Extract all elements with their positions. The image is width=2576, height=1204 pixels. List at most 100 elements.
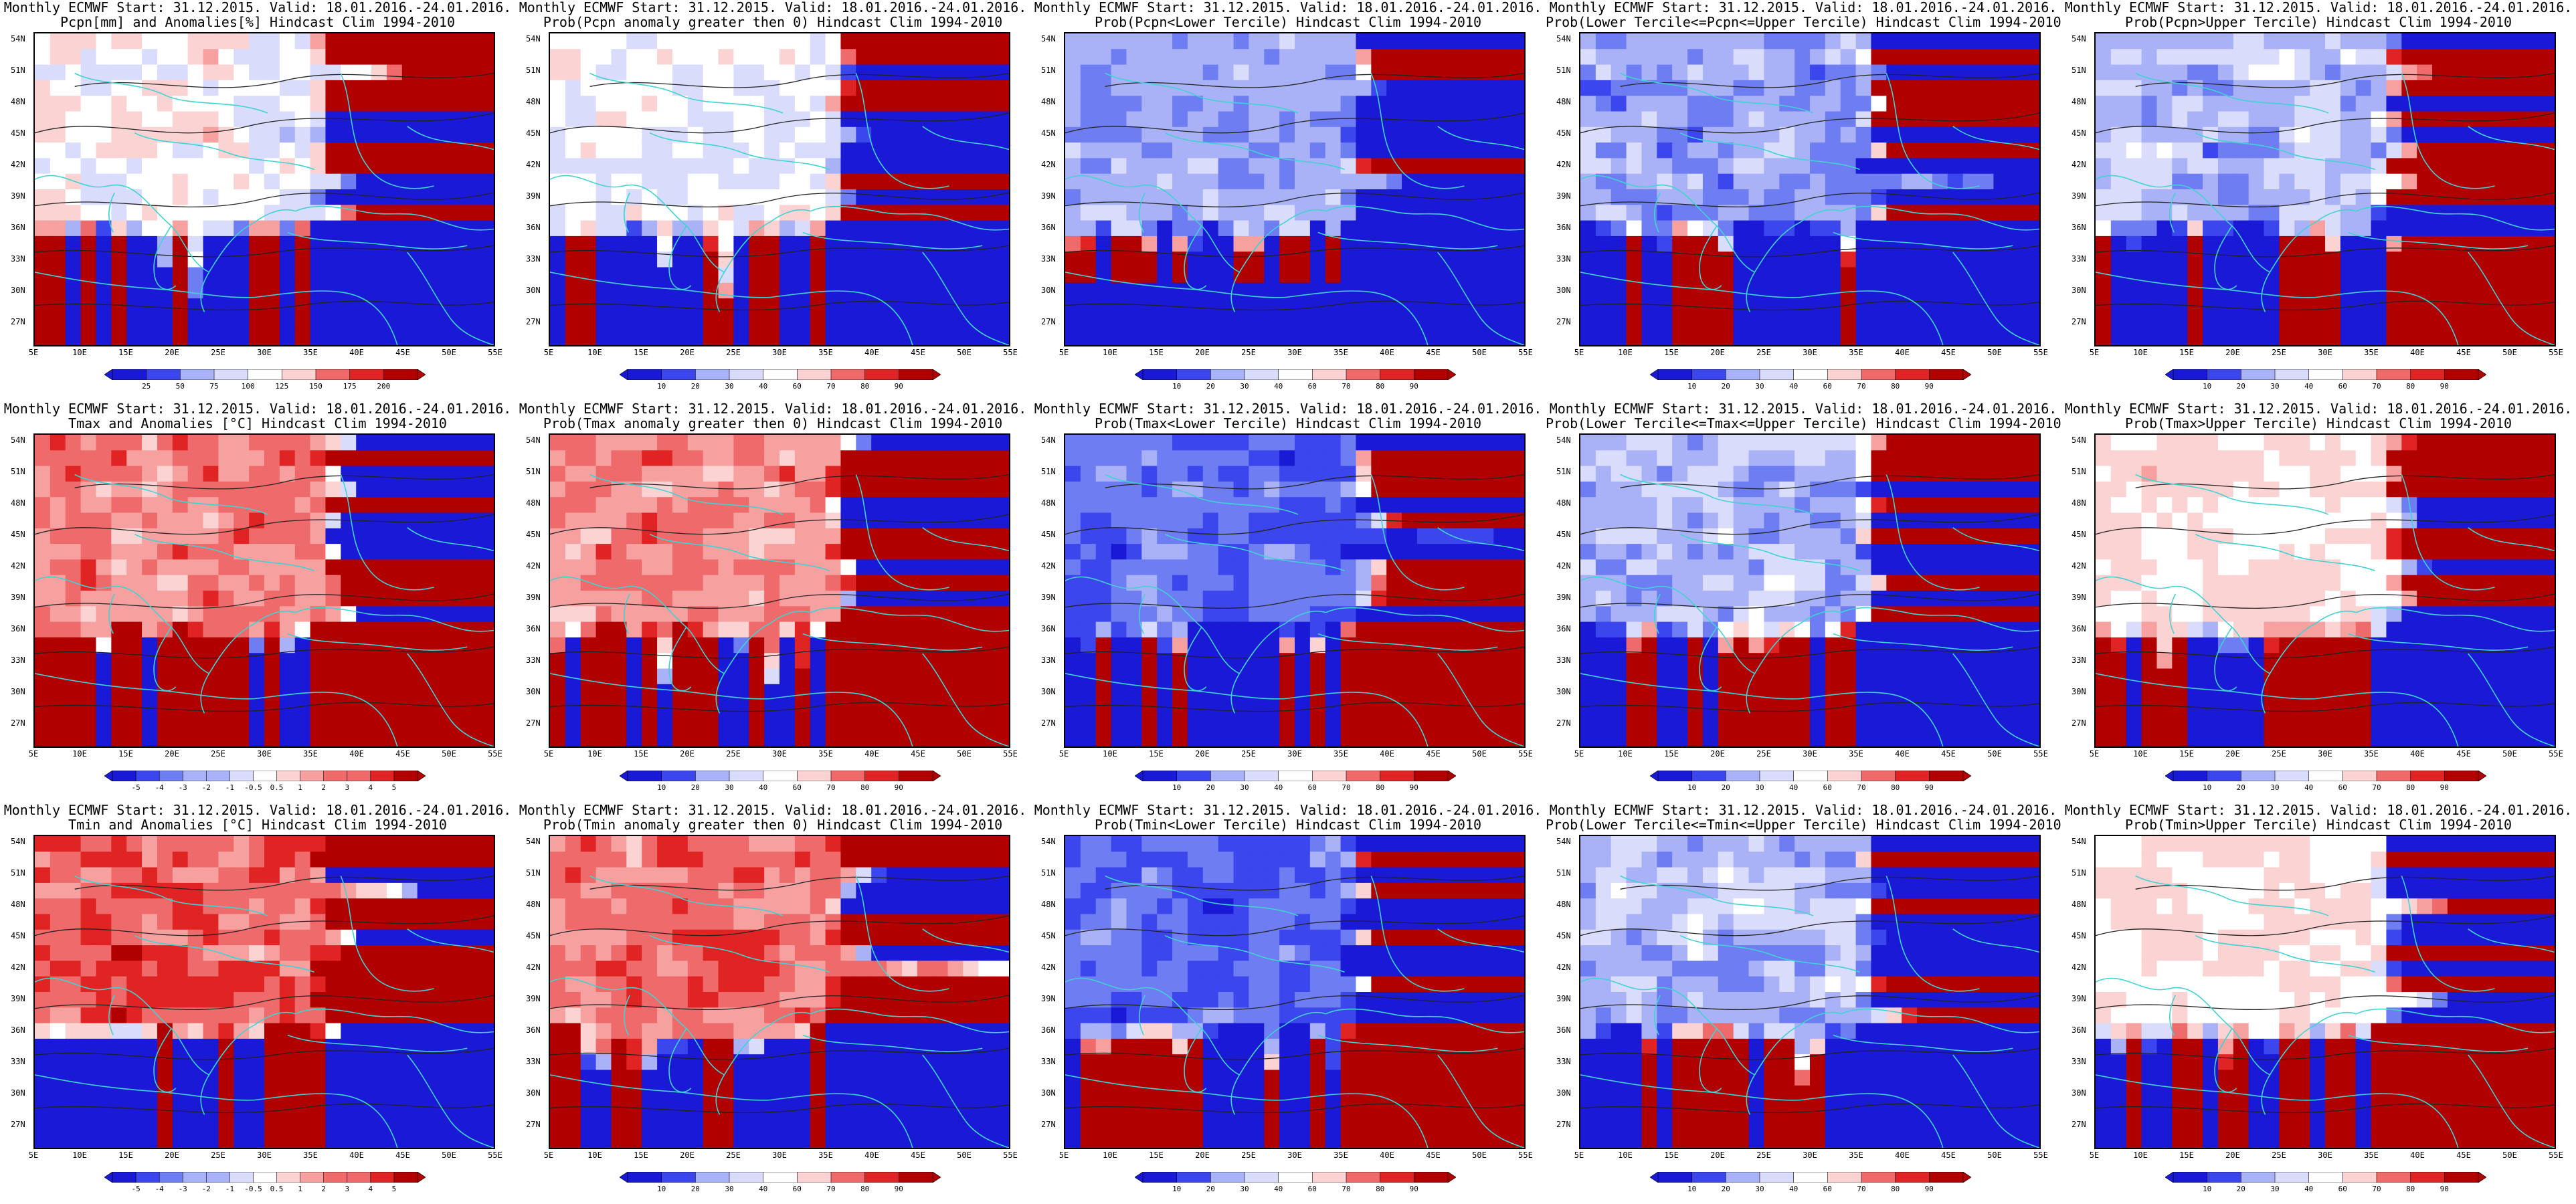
lat-label: 30N [2072, 286, 2086, 295]
lon-label: 20E [1195, 348, 1210, 357]
lat-label: 42N [2072, 160, 2086, 169]
lon-label: 20E [1710, 1150, 1725, 1160]
lat-label: 54N [11, 837, 25, 846]
colorbar-tick-label: 2 [321, 1185, 326, 1193]
lat-label: 48N [526, 97, 541, 106]
colorbar-tick-label: 4 [368, 783, 373, 792]
colorbar-tick-label: 30 [725, 783, 734, 792]
colorbar-tick-label: 90 [894, 382, 903, 391]
colorbar-tick-label: 80 [2406, 382, 2415, 391]
lon-label: 5E [2089, 348, 2100, 357]
lon-label: 20E [2225, 749, 2240, 759]
colorbar-tick-label: 70 [826, 783, 836, 792]
colorbar-tick-label: 40 [2304, 1185, 2314, 1193]
lat-label: 48N [1556, 97, 1571, 106]
colorbar [620, 1172, 941, 1183]
lat-label: 30N [1041, 286, 1056, 295]
lon-label: 15E [118, 1150, 133, 1160]
colorbar [620, 771, 941, 781]
lat-label: 30N [1556, 1088, 1571, 1098]
panel-title-line1: Monthly ECMWF Start: 31.12.2015. Valid: … [2064, 401, 2573, 417]
colorbar-tick-label: 80 [860, 382, 870, 391]
colorbar-tick-label: 90 [2440, 783, 2449, 792]
lon-label: 5E [1059, 348, 1069, 357]
lat-label: 45N [1556, 128, 1571, 138]
lon-label: 25E [2272, 1150, 2286, 1160]
lon-label: 35E [303, 1150, 318, 1160]
lon-label: 55E [1518, 1150, 1533, 1160]
lon-label: 50E [957, 749, 972, 759]
lon-label: 25E [726, 1150, 741, 1160]
lon-label: 5E [2089, 749, 2100, 759]
lat-label: 42N [1556, 963, 1571, 972]
lon-label: 40E [349, 1150, 364, 1160]
colorbar-tick-label: -5 [131, 1185, 141, 1193]
lon-label: 35E [2364, 1150, 2379, 1160]
lon-label: 35E [1849, 1150, 1863, 1160]
lat-label: 45N [1041, 530, 1056, 539]
panel-title-line1: Monthly ECMWF Start: 31.12.2015. Valid: … [3, 0, 512, 15]
lon-label: 45E [395, 1150, 410, 1160]
lon-label: 25E [2272, 749, 2286, 759]
lon-label: 50E [2502, 749, 2517, 759]
lat-label: 45N [11, 931, 25, 940]
lat-label: 33N [11, 1057, 25, 1066]
lat-label: 45N [11, 530, 25, 539]
lat-label: 42N [1041, 160, 1056, 169]
lon-label: 50E [1987, 749, 2002, 759]
lat-label: 39N [1041, 191, 1056, 201]
colorbar-tick-label: 30 [2270, 1185, 2280, 1193]
colorbar-tick-label: 60 [2338, 382, 2347, 391]
colorbar-tick-label: 30 [1240, 783, 1249, 792]
lat-label: 33N [11, 254, 25, 264]
colorbar-tick-label: 60 [1307, 1185, 1317, 1193]
colorbar-tick-label: 80 [860, 783, 870, 792]
lon-label: 15E [118, 749, 133, 759]
map-frame [1064, 32, 1526, 346]
colorbar [1135, 771, 1456, 781]
colorbar-tick-label: 60 [2338, 1185, 2347, 1193]
lat-label: 39N [2072, 191, 2086, 201]
lat-label: 42N [2072, 561, 2086, 571]
panel-title-line1: Monthly ECMWF Start: 31.12.2015. Valid: … [3, 401, 512, 417]
lon-label: 25E [211, 348, 225, 357]
lat-label: 42N [1041, 561, 1056, 571]
lat-label: 30N [1556, 687, 1571, 696]
lon-label: 35E [303, 348, 318, 357]
lat-label: 27N [526, 317, 541, 326]
lat-label: 39N [2072, 593, 2086, 602]
colorbar-tick-label: 40 [2304, 783, 2314, 792]
map-frame [549, 433, 1010, 748]
lat-label: 48N [1556, 498, 1571, 508]
lon-label: 35E [1333, 1150, 1348, 1160]
lon-label: 30E [1287, 1150, 1302, 1160]
lon-label: 40E [1380, 749, 1394, 759]
lon-label: 55E [2549, 1150, 2563, 1160]
colorbar-tick-label: 30 [1240, 382, 1249, 391]
lat-label: 27N [1041, 317, 1056, 326]
lon-label: 20E [1710, 348, 1725, 357]
lon-label: 10E [1103, 348, 1117, 357]
colorbar-tick-label: 60 [792, 783, 802, 792]
colorbar-tick-label: 70 [1857, 1185, 1866, 1193]
panel-title-line1: Monthly ECMWF Start: 31.12.2015. Valid: … [519, 802, 1027, 818]
panel-title-line1: Monthly ECMWF Start: 31.12.2015. Valid: … [1034, 802, 1542, 818]
lat-label: 30N [1556, 286, 1571, 295]
lon-label: 55E [1003, 1150, 1018, 1160]
colorbar [104, 771, 426, 781]
panel-title-line1: Monthly ECMWF Start: 31.12.2015. Valid: … [519, 401, 1027, 417]
colorbar-tick-label: -1 [225, 1185, 235, 1193]
lon-label: 30E [257, 749, 272, 759]
lon-label: 10E [1103, 749, 1117, 759]
colorbar-tick-label: 60 [792, 1185, 802, 1193]
lat-label: 51N [11, 66, 25, 75]
map-panel-pcpn-prob-gt0: Monthly ECMWF Start: 31.12.2015. Valid: … [515, 0, 1030, 401]
colorbar-tick-label: 80 [1891, 783, 1900, 792]
lat-label: 39N [1041, 593, 1056, 602]
colorbar-tick-label: 0.5 [270, 1185, 284, 1193]
colorbar-tick-label: 70 [826, 382, 836, 391]
lon-label: 40E [1895, 749, 1910, 759]
lat-label: 48N [2072, 498, 2086, 508]
lon-label: 15E [2179, 1150, 2194, 1160]
